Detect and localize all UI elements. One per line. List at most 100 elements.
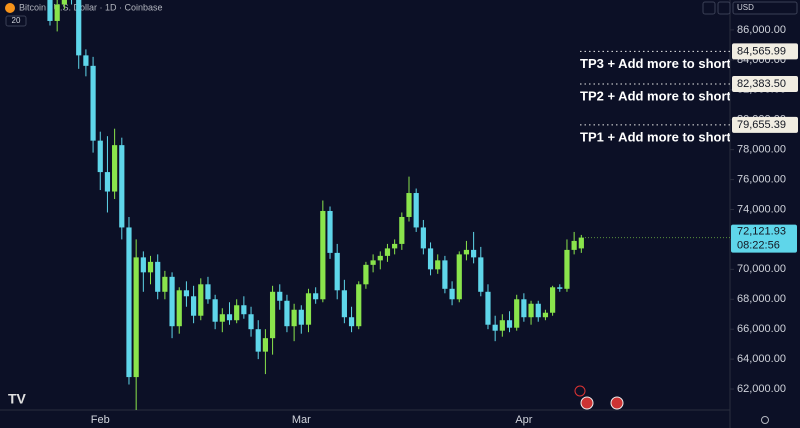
level-text: TP3 + Add more to short — [580, 56, 732, 71]
candle-body — [291, 309, 297, 327]
candle-body — [442, 260, 448, 289]
candle-body — [356, 284, 362, 327]
candle-body — [449, 288, 455, 300]
candle-body — [277, 291, 283, 301]
level-price-label: 84,565.99 — [737, 45, 786, 57]
fullscreen-button[interactable] — [717, 1, 731, 15]
candle-body — [226, 314, 233, 321]
candle-body — [334, 252, 340, 291]
y-tick-label: 66,000.00 — [737, 323, 786, 335]
candle-body — [427, 248, 434, 270]
candle-body — [406, 193, 412, 217]
candle-body — [262, 338, 268, 352]
event-icon[interactable] — [610, 396, 624, 410]
y-tick-label: 86,000.00 — [737, 24, 786, 36]
candle-body — [542, 312, 549, 318]
y-tick-label: 64,000.00 — [737, 353, 786, 365]
logo: TV — [8, 391, 27, 407]
candle-body — [183, 290, 190, 297]
level-price-box — [732, 43, 798, 60]
candle-body — [61, 0, 67, 5]
candle-body — [456, 254, 462, 300]
candle-body — [147, 261, 154, 273]
candle-body — [234, 305, 240, 321]
candle-body — [348, 317, 355, 327]
candle-body — [384, 248, 391, 256]
candle-body — [198, 284, 204, 316]
plot: TP3 + Add more to short TP2 + Add more to… — [47, 0, 732, 410]
settings-button[interactable] — [761, 416, 769, 424]
candle-body — [219, 314, 225, 322]
candle-body — [47, 0, 53, 21]
level-price-box — [732, 116, 798, 133]
candle-body — [97, 140, 103, 173]
candle-body — [535, 303, 541, 318]
candle-body — [248, 314, 254, 330]
download-button[interactable] — [702, 1, 716, 15]
candle-body — [305, 293, 312, 325]
candle-body — [550, 287, 556, 313]
y-tick-label: 74,000.00 — [737, 203, 786, 215]
candle-body — [162, 276, 168, 292]
candle-body — [76, 0, 82, 56]
level-price-label: 82,383.50 — [737, 78, 786, 90]
candle-body — [392, 243, 398, 249]
symbol-title: Bitcoin / U.S. Dollar · 1D · Coinbase — [19, 2, 163, 12]
candle-body — [521, 299, 527, 318]
candle-body — [104, 172, 111, 192]
candle-body — [557, 287, 563, 289]
level-price-label: 79,655.39 — [737, 119, 786, 131]
candle-body — [212, 299, 218, 322]
last-price-box — [731, 224, 797, 253]
candle-body — [399, 216, 405, 244]
candle-body — [463, 249, 470, 255]
currency-select[interactable] — [732, 1, 798, 15]
candle-body — [119, 145, 125, 228]
level-text: TP1 + Add more to short — [580, 129, 732, 144]
candle-body — [327, 210, 333, 253]
candle-body — [514, 299, 520, 328]
x-tick-label: Apr — [515, 414, 532, 426]
candle-body — [176, 290, 182, 327]
currency-label[interactable]: USD — [737, 3, 754, 12]
candle-body — [126, 227, 132, 378]
candle-body — [571, 240, 577, 250]
indicator-badge[interactable] — [5, 15, 27, 27]
y-tick-label: 62,000.00 — [737, 383, 786, 395]
candle-body — [370, 260, 376, 265]
candle-body — [471, 249, 477, 258]
candle-body — [83, 55, 89, 66]
level-price-box — [732, 76, 798, 93]
candle-body — [564, 249, 570, 289]
candle-body — [54, 4, 60, 21]
candle-body — [112, 145, 118, 192]
last-price-label: 72,121.93 — [737, 225, 786, 237]
indicator-value[interactable]: 20 — [12, 16, 21, 25]
candle-body — [140, 257, 146, 273]
candle-body — [133, 257, 139, 378]
candle-body — [169, 276, 175, 327]
x-tick-label: Mar — [292, 414, 311, 426]
event-icon[interactable] — [574, 385, 586, 397]
candle-body — [313, 293, 319, 300]
candle-body — [298, 309, 304, 325]
countdown: 08:22:56 — [737, 239, 780, 251]
y-tick-label: 78,000.00 — [737, 144, 786, 156]
candle-body — [413, 193, 419, 228]
candle-body — [284, 300, 290, 327]
symbol-icon — [5, 3, 15, 13]
level-text: TP2 + Add more to short — [580, 88, 732, 103]
candle-body — [205, 284, 211, 300]
candle-body — [363, 264, 369, 285]
candle-body — [155, 261, 161, 292]
candle-body — [341, 290, 347, 318]
candle-body — [320, 210, 326, 300]
candle-body — [90, 65, 96, 141]
candle-body — [506, 320, 513, 328]
event-icon[interactable] — [580, 396, 594, 410]
y-tick-label: 68,000.00 — [737, 293, 786, 305]
candle-body — [528, 303, 534, 318]
candle-body — [255, 329, 261, 352]
